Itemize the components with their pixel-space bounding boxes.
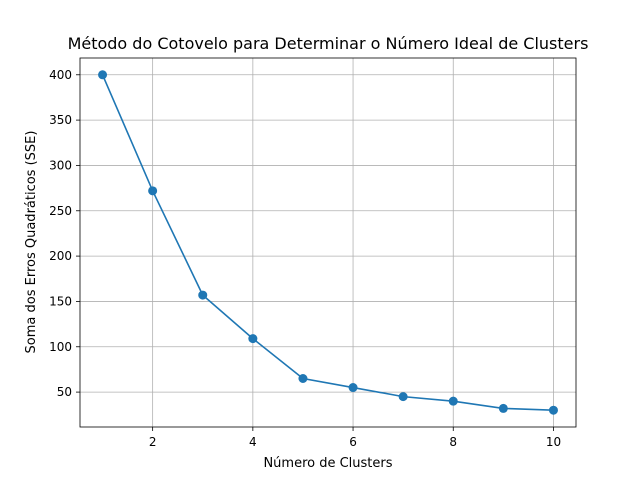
- y-tick-label: 400: [49, 68, 72, 82]
- x-axis-label: Número de Clusters: [263, 456, 392, 471]
- ticks: 2 4 6 8 10 50 100 150 200 250 300 350 400: [49, 68, 561, 449]
- data-point: [498, 403, 508, 413]
- data-point: [148, 186, 158, 196]
- chart-title: Método do Cotovelo para Determinar o Núm…: [68, 34, 589, 53]
- y-tick-label: 200: [49, 249, 72, 263]
- y-tick-label: 100: [49, 340, 72, 354]
- data-point: [398, 392, 408, 402]
- data-point: [448, 396, 458, 406]
- y-axis-label: Soma dos Erros Quadráticos (SSE): [24, 131, 39, 354]
- data-point: [298, 373, 308, 383]
- series-line: [101, 74, 554, 412]
- grid: [80, 58, 576, 427]
- x-tick-label: 2: [149, 435, 157, 449]
- data-point: [548, 405, 558, 415]
- data-point: [98, 70, 108, 80]
- y-tick-label: 300: [49, 158, 72, 172]
- plot-frame: [79, 57, 577, 428]
- y-tick-label: 350: [49, 113, 72, 127]
- series: [98, 70, 558, 415]
- x-tick-label: 6: [349, 435, 357, 449]
- data-point: [198, 290, 208, 300]
- y-tick-label: 50: [57, 385, 72, 399]
- x-tick-label: 8: [449, 435, 457, 449]
- x-tick-label: 10: [546, 435, 561, 449]
- data-point: [348, 383, 358, 393]
- data-point: [248, 334, 258, 344]
- y-tick-label: 150: [49, 294, 72, 308]
- x-tick-label: 4: [249, 435, 257, 449]
- y-tick-label: 250: [49, 204, 72, 218]
